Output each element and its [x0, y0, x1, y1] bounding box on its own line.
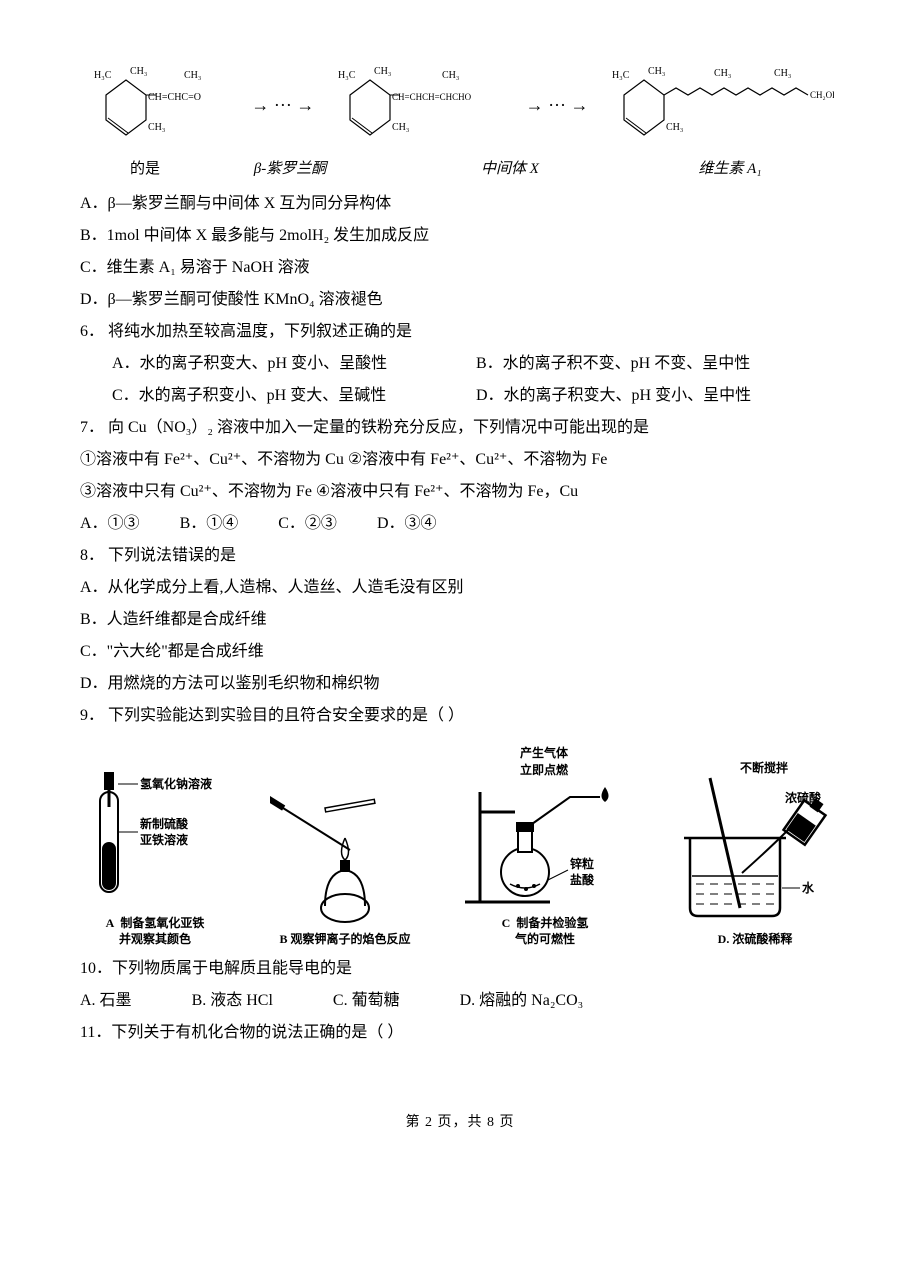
q9-fig-c-caption: C 制备并检验氢气的可燃性: [460, 916, 630, 947]
svg-text:H₃C: H₃C: [612, 70, 630, 81]
svg-text:CH₃: CH₃: [130, 66, 147, 77]
q7-option-d: D．③④: [377, 508, 437, 540]
q9-fig-d-caption: D. 浓硫酸稀释: [670, 932, 840, 948]
q9-stem: 9． 下列实验能达到实验目的且符合安全要求的是（ ）: [80, 700, 840, 732]
svg-text:盐酸: 盐酸: [570, 872, 595, 887]
svg-text:亚铁溶液: 亚铁溶液: [140, 832, 188, 847]
q5-option-a: A．β—紫罗兰酮与中间体 X 互为同分异构体: [80, 188, 840, 220]
q5-option-b: B．1mol 中间体 X 最多能与 2molH₂ 发生加成反应: [80, 220, 840, 252]
q5-option-c: C．维生素 A₁ 易溶于 NaOH 溶液: [80, 252, 840, 284]
reaction-scheme: H₃C CH₃ CH₃ CH=CHC=O CH₃ → ··· → H₃C CH₃…: [80, 60, 840, 150]
q8-option-a: A．从化学成分上看,人造棉、人造丝、人造毛没有区别: [80, 572, 840, 604]
q10-stem: 10．下列物质属于电解质且能导电的是: [80, 953, 840, 985]
svg-text:CH₃: CH₃: [666, 122, 683, 133]
q8-option-c: C．"六大纶"都是合成纤维: [80, 636, 840, 668]
svg-text:氢氧化钠溶液: 氢氧化钠溶液: [140, 776, 212, 791]
molecule-2: H₃C CH₃ CH₃ CH=CHCH=CHCHO CH₃: [330, 60, 510, 150]
molecule-3: H₃C CH₃ CH₃ CH₃ CH₂OH CH₃: [604, 60, 834, 150]
svg-text:立即点燃: 立即点燃: [520, 762, 569, 777]
q9-fig-c: 产生气体 立即点燃 锌粒 盐酸: [460, 742, 630, 947]
q8-option-d: D．用燃烧的方法可以鉴别毛织物和棉织物: [80, 668, 840, 700]
svg-text:CH₃: CH₃: [184, 70, 201, 81]
reaction-arrow-2: → ··· →: [522, 87, 593, 123]
svg-text:锌粒: 锌粒: [570, 856, 594, 871]
q10-option-b: B. 液态 HCl: [192, 985, 273, 1017]
q9-figures: 氢氧化钠溶液 新制硫酸 亚铁溶液 A 制备氢氧化亚铁并观察其颜色: [80, 742, 840, 947]
q9-fig-b-caption: B 观察钾离子的焰色反应: [270, 932, 420, 948]
svg-text:CH₃: CH₃: [374, 66, 391, 77]
q9-fig-d: 不断搅拌 浓硫酸 水: [670, 758, 840, 948]
q7-option-c: C．②③: [278, 508, 337, 540]
q6-option-a: A．水的离子积变大、pH 变小、呈酸性: [80, 348, 476, 380]
svg-text:CH₂OH: CH₂OH: [810, 90, 834, 100]
molecule-1: H₃C CH₃ CH₃ CH=CHC=O CH₃: [86, 60, 236, 150]
lead-text: 的是: [130, 154, 160, 184]
svg-text:新制硫酸: 新制硫酸: [140, 816, 189, 831]
q9-fig-b: B 观察钾离子的焰色反应: [270, 778, 420, 948]
svg-text:CH₃: CH₃: [148, 122, 165, 133]
svg-text:CH₃: CH₃: [442, 70, 459, 81]
q7-option-b: B．①④: [180, 508, 239, 540]
svg-text:CH=CHC=O: CH=CHC=O: [148, 92, 201, 103]
mol2-name: 中间体 X: [450, 154, 570, 184]
q6-option-c: C．水的离子积变小、pH 变大、呈碱性: [80, 380, 476, 412]
q7-stem: 7． 向 Cu（NO₃）₂ 溶液中加入一定量的铁粉充分反应，下列情况中可能出现的…: [80, 412, 840, 444]
q7-option-a: A．①③: [80, 508, 140, 540]
q5-option-d: D．β—紫罗兰酮可使酸性 KMnO₄ 溶液褪色: [80, 284, 840, 316]
svg-text:CH₃: CH₃: [392, 122, 409, 133]
q8-option-b: B．人造纤维都是合成纤维: [80, 604, 840, 636]
q8-stem: 8． 下列说法错误的是: [80, 540, 840, 572]
q10-option-c: C. 葡萄糖: [333, 985, 400, 1017]
svg-text:CH=CHCH=CHCHO: CH=CHCH=CHCHO: [392, 92, 472, 102]
svg-text:水: 水: [802, 880, 815, 895]
q10-option-d: D. 熔融的 Na₂CO₃: [460, 985, 584, 1017]
q7-line2: ③溶液中只有 Cu²⁺、不溶物为 Fe ④溶液中只有 Fe²⁺、不溶物为 Fe，…: [80, 476, 840, 508]
q11-stem: 11．下列关于有机化合物的说法正确的是（ ）: [80, 1017, 840, 1049]
q9-fig-a-caption: A 制备氢氧化亚铁并观察其颜色: [80, 916, 230, 947]
svg-text:H₃C: H₃C: [94, 70, 112, 81]
q6-stem: 6． 将纯水加热至较高温度，下列叙述正确的是: [80, 316, 840, 348]
reaction-arrow-1: → ··· →: [247, 87, 318, 123]
svg-text:产生气体: 产生气体: [520, 745, 569, 760]
svg-text:不断搅拌: 不断搅拌: [740, 760, 788, 775]
q7-line1: ①溶液中有 Fe²⁺、Cu²⁺、不溶物为 Cu ②溶液中有 Fe²⁺、Cu²⁺、…: [80, 444, 840, 476]
molecule-names: 的是 β-紫罗兰酮 中间体 X 维生素 A₁: [80, 154, 840, 184]
q10-option-a: A. 石墨: [80, 985, 132, 1017]
mol1-name: β-紫罗兰酮: [230, 154, 350, 184]
q6-option-b: B．水的离子积不变、pH 不变、呈中性: [476, 348, 840, 380]
q6-option-d: D．水的离子积变大、pH 变小、呈中性: [476, 380, 840, 412]
page-footer: 第 2 页，共 8 页: [80, 1109, 840, 1137]
svg-text:CH₃: CH₃: [648, 66, 665, 77]
mol3-name: 维生素 A₁: [670, 154, 790, 184]
q9-fig-a: 氢氧化钠溶液 新制硫酸 亚铁溶液 A 制备氢氧化亚铁并观察其颜色: [80, 762, 230, 947]
svg-text:H₃C: H₃C: [338, 70, 356, 81]
svg-text:CH₃: CH₃: [774, 68, 791, 79]
svg-text:CH₃: CH₃: [714, 68, 731, 79]
